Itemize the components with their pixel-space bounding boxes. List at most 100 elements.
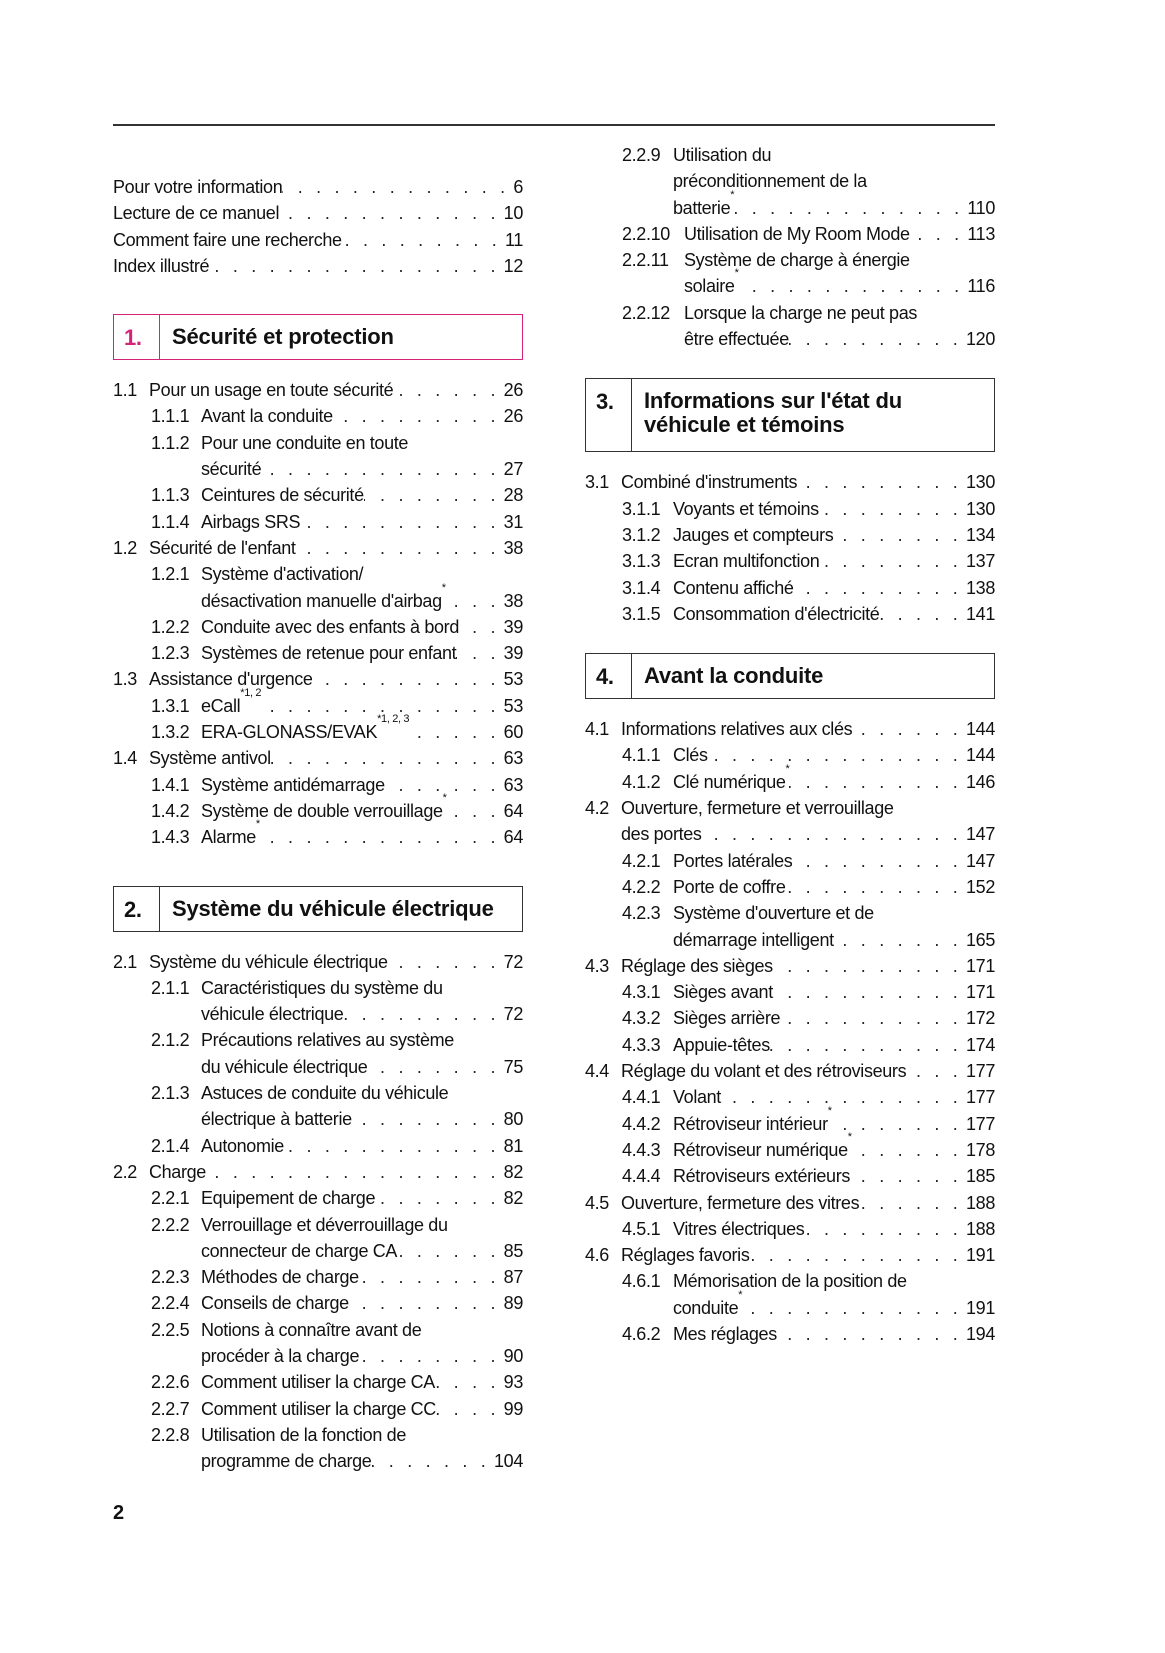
toc-entry[interactable]: 2.2.12 Lorsque la charge ne peut pas être … — [585, 300, 995, 353]
toc-entry[interactable]: 2.2.5 Notions à connaître avant de procéde… — [113, 1317, 523, 1370]
toc-entry[interactable]: 2.2.8 Utilisation de la fonction de progra… — [113, 1422, 523, 1475]
toc-entry[interactable]: 4.2.1 Portes latérales . . . . . . . . . … — [585, 848, 995, 874]
toc-entry[interactable]: 4.5.1 Vitres électriques . . . . . . . . … — [585, 1216, 995, 1242]
toc-entry[interactable]: 1.4.2 Système de double verrouillage * . .… — [113, 792, 523, 824]
toc-entry[interactable]: 4.2.2 Porte de coffre . . . . . . . . . .… — [585, 874, 995, 900]
entry-number: 3.1 — [585, 472, 609, 493]
toc-entry[interactable]: 2.2.10 Utilisation de My Room Mode . . . … — [585, 221, 995, 247]
toc-entry-line: 4.4.4 Rétroviseurs extérieurs . . . . . .… — [585, 1163, 995, 1189]
toc-entry[interactable]: 3.1 Combiné d'instruments . . . . . . . .… — [585, 469, 995, 495]
toc-entry[interactable]: Pour votre information . . . . . . . . .… — [113, 174, 523, 200]
toc-entry[interactable]: 1.2.2 Conduite avec des enfants à bord . … — [113, 614, 523, 640]
footnote-marker: *1, 2 — [240, 686, 262, 699]
toc-entry-line: procéder à la charge . . . . . . . . . .… — [113, 1343, 523, 1369]
toc-entry[interactable]: 1.2 Sécurité de l'enfant . . . . . . . . … — [113, 535, 523, 561]
entry-title: du véhicule électrique — [201, 1056, 368, 1077]
toc-entry[interactable]: 1.3.1 eCall *1, 2 . . . . . . . . . . . . … — [113, 686, 523, 719]
toc-entry-line: 1.3.1 eCall *1, 2 . . . . . . . . . . . . … — [113, 686, 523, 719]
entry-page: 146 — [966, 771, 995, 792]
dot-leader: . . . . . . . . . . . . . . . . . . . . … — [819, 551, 963, 572]
entry-number: 2.2.3 — [151, 1267, 190, 1288]
toc-entry[interactable]: Lecture de ce manuel . . . . . . . . . .… — [113, 200, 523, 226]
toc-entry[interactable]: 4.4.3 Rétroviseur numérique * . . . . . . … — [585, 1131, 995, 1163]
toc-entry[interactable]: 1.1.1 Avant la conduite . . . . . . . . .… — [113, 403, 523, 429]
toc-entry-line: 4.2 Ouverture, fermeture et verrouillage — [585, 795, 995, 821]
toc-entry[interactable]: 1.2.1 Système d'activation/désactivation … — [113, 561, 523, 614]
toc-entry[interactable]: 4.3.3 Appuie-têtes . . . . . . . . . . . … — [585, 1032, 995, 1058]
toc-entry[interactable]: 4.1.2 Clé numérique* . . . . . . . . . . … — [585, 763, 995, 795]
toc-entry[interactable]: 4.3.2 Sièges arrière . . . . . . . . . . … — [585, 1005, 995, 1031]
toc-entry[interactable]: 2.2.9 Utilisation du préconditionnement de… — [585, 142, 995, 221]
entry-page: 39 — [503, 616, 524, 637]
toc-entry[interactable]: 2.1.3 Astuces de conduite du véhicule élec… — [113, 1080, 523, 1133]
toc-entry[interactable]: 2.2.6 Comment utiliser la charge CA . . .… — [113, 1369, 523, 1395]
entry-title: solaire — [684, 276, 735, 297]
toc-entry[interactable]: 2.2.1 Equipement de charge . . . . . . . … — [113, 1185, 523, 1211]
toc-entry[interactable]: 1.1.2 Pour une conduite en toute sécurité … — [113, 430, 523, 483]
toc-entry[interactable]: 2.2.11 Système de charge à énergie solaire… — [585, 247, 995, 300]
toc-entry[interactable]: 4.5 Ouverture, fermeture des vitres . . .… — [585, 1190, 995, 1216]
toc-entry[interactable]: 4.4 Réglage du volant et des rétroviseurs… — [585, 1058, 995, 1084]
entry-page: 82 — [503, 1161, 524, 1182]
toc-entry[interactable]: 1.3 Assistance d'urgence . . . . . . . . … — [113, 666, 523, 692]
toc-entry[interactable]: 1.1.3 Ceintures de sécurité . . . . . . .… — [113, 482, 523, 508]
toc-entry[interactable]: 1.4 Système antivol . . . . . . . . . . .… — [113, 745, 523, 771]
dot-leader: . . . . . . . . . . . . . . . . . . . . … — [435, 1372, 500, 1393]
toc-entry[interactable]: 1.2.3 Systèmes de retenue pour enfant . .… — [113, 640, 523, 666]
toc-entry[interactable]: 1.3.2 ERA-GLONASS/EVAK *1, 2, 3 . . . . . … — [113, 713, 523, 745]
entry-title: Airbags SRS — [201, 511, 301, 532]
toc-entry[interactable]: 2.2.2 Verrouillage et déverrouillage du co… — [113, 1212, 523, 1265]
toc-entry[interactable]: 2.1.4 Autonomie . . . . . . . . . . . . .… — [113, 1133, 523, 1159]
section-header: 3. Informations sur l'état du véhicule et … — [585, 378, 995, 453]
toc-entry-line: 2.2.6 Comment utiliser la charge CA . . .… — [113, 1369, 523, 1395]
toc-entry[interactable]: 3.1.5 Consommation d'électricité . . . . … — [585, 601, 995, 627]
toc-entry[interactable]: 4.1 Informations relatives aux clés . . .… — [585, 716, 995, 742]
toc-entry[interactable]: 1.4.1 Système antidémarrage . . . . . . .… — [113, 772, 523, 798]
toc-entry[interactable]: 2.1 Système du véhicule électrique . . . … — [113, 949, 523, 975]
toc-entry[interactable]: 2.2 Charge . . . . . . . . . . . . . . . … — [113, 1159, 523, 1185]
dot-leader: . . . . . . . . . . . . . . . . . . . . … — [209, 255, 500, 276]
toc-entry[interactable]: 4.1.1 Clés . . . . . . . . . . . . . . . … — [585, 742, 995, 768]
toc-entry[interactable]: 4.2.3 Système d'ouverture et de démarrage … — [585, 900, 995, 953]
toc-entry-line: 4.6.2 Mes réglages . . . . . . . . . . . … — [585, 1321, 995, 1347]
toc-entry[interactable]: 4.4.1 Volant . . . . . . . . . . . . . . … — [585, 1084, 995, 1110]
toc-entry[interactable]: 3.1.1 Voyants et témoins . . . . . . . . … — [585, 496, 995, 522]
toc-entry[interactable]: 2.1.1 Caractéristiques du système du véhic… — [113, 975, 523, 1028]
toc-entry[interactable]: 2.1.2 Précautions relatives au système du … — [113, 1027, 523, 1080]
toc-entry-line: 2.2.10 Utilisation de My Room Mode . . . … — [585, 221, 995, 247]
section-title-line: Système du véhicule électrique — [172, 895, 494, 921]
dot-leader: . . . . . . . . . . . . . . . . . . . . … — [794, 577, 963, 598]
toc-entry[interactable]: 4.6.2 Mes réglages . . . . . . . . . . . … — [585, 1321, 995, 1347]
entry-title: Contenu affiché — [673, 577, 794, 598]
toc-entry[interactable]: 4.4.4 Rétroviseurs extérieurs . . . . . .… — [585, 1163, 995, 1189]
toc-entry[interactable]: 2.2.3 Méthodes de charge . . . . . . . . … — [113, 1264, 523, 1290]
toc-entry[interactable]: 4.6.1 Mémorisation de la position de condu… — [585, 1268, 995, 1321]
entry-title: batterie — [673, 197, 731, 218]
toc-entry[interactable]: 4.3 Réglage des sièges . . . . . . . . . … — [585, 953, 995, 979]
entry-title: Clés — [673, 745, 708, 766]
toc-entry[interactable]: 3.1.3 Ecran multifonction . . . . . . . .… — [585, 548, 995, 574]
toc-entry[interactable]: 2.2.7 Comment utiliser la charge CC . . .… — [113, 1396, 523, 1422]
toc-entry[interactable]: 4.3.1 Sièges avant . . . . . . . . . . . … — [585, 979, 995, 1005]
entry-page: 178 — [966, 1139, 995, 1160]
dot-leader: . . . . . . . . . . . . . . . . . . . . … — [773, 982, 963, 1003]
entry-page: 172 — [966, 1008, 995, 1029]
toc-entry[interactable]: 4.6 Réglages favoris . . . . . . . . . . … — [585, 1242, 995, 1268]
toc-entry[interactable]: Comment faire une recherche . . . . . . … — [113, 227, 523, 253]
entry-title: connecteur de charge CA — [201, 1240, 398, 1261]
entry-page: 138 — [966, 577, 995, 598]
toc-entry[interactable]: 2.2.4 Conseils de charge . . . . . . . . … — [113, 1290, 523, 1316]
toc-entry[interactable]: 3.1.4 Contenu affiché . . . . . . . . . .… — [585, 575, 995, 601]
toc-entry-line: 3.1.2 Jauges et compteurs . . . . . . . .… — [585, 522, 995, 548]
toc-entry[interactable]: 4.2 Ouverture, fermeture et verrouillage d… — [585, 795, 995, 848]
toc-entry[interactable]: 1.1.4 Airbags SRS . . . . . . . . . . . .… — [113, 509, 523, 535]
entry-title: véhicule électrique — [201, 1004, 344, 1025]
toc-entry[interactable]: 4.4.2 Rétroviseur intérieur * . . . . . . … — [585, 1105, 995, 1137]
dot-leader: . . . . . . . . . . . . . . . . . . . . … — [279, 203, 500, 224]
toc-entry[interactable]: Index illustré . . . . . . . . . . . . .… — [113, 253, 523, 279]
toc-entry[interactable]: 1.4.3 Alarme* . . . . . . . . . . . . . .… — [113, 819, 523, 850]
toc-entry[interactable]: 3.1.2 Jauges et compteurs . . . . . . . .… — [585, 522, 995, 548]
entry-title: Systèmes de retenue pour enfant — [201, 643, 457, 664]
toc-entry[interactable]: 1.1 Pour un usage en toute sécurité . . .… — [113, 377, 523, 403]
dot-leader: . . . . . . . . . . . . . . . . . . . . … — [702, 824, 963, 845]
